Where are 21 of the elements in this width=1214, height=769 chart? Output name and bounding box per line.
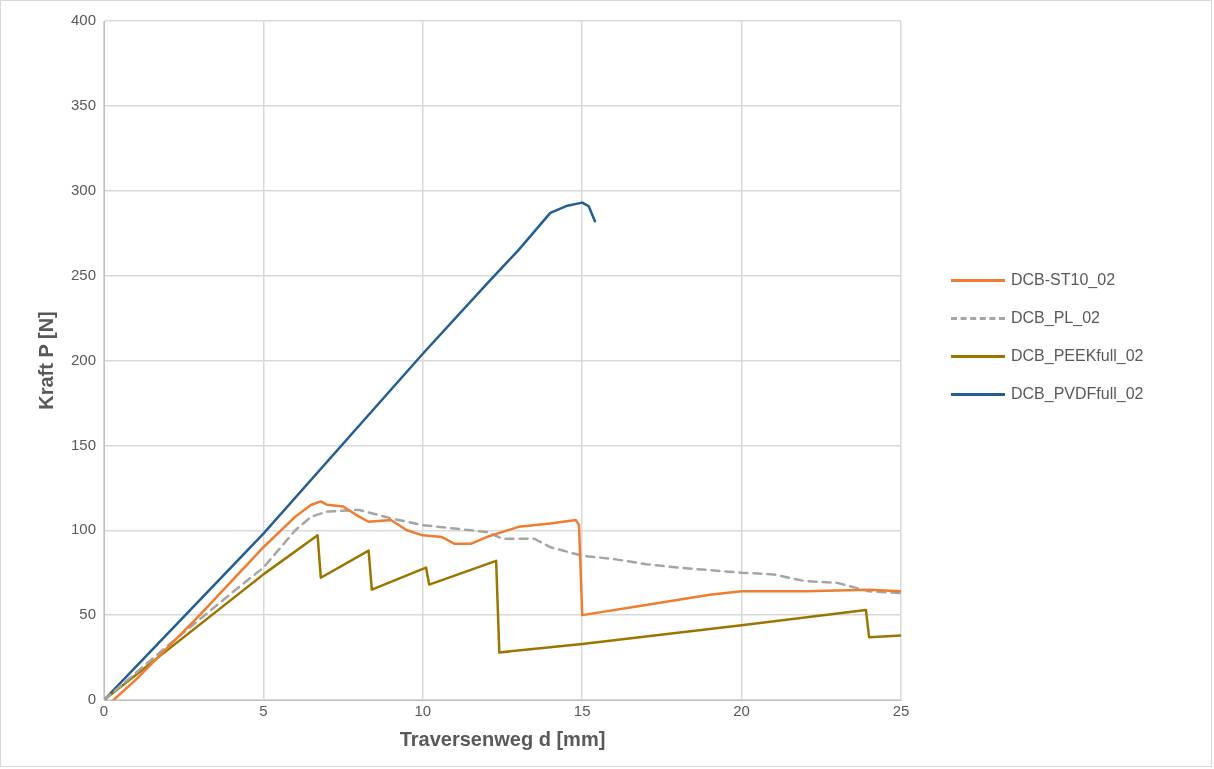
y-tick-label: 350 xyxy=(71,96,97,114)
x-tick-label: 20 xyxy=(733,702,750,720)
y-tick-label: 150 xyxy=(71,435,97,453)
y-tick-label: 400 xyxy=(71,11,97,29)
legend-label: DCB_PL_02 xyxy=(1011,309,1100,327)
legend-label: DCB-ST10_02 xyxy=(1011,271,1116,289)
y-tick-label: 100 xyxy=(71,520,97,538)
legend-label: DCB_PVDFfull_02 xyxy=(1011,385,1144,403)
y-tick-label: 250 xyxy=(71,265,97,283)
y-tick-label: 300 xyxy=(71,180,97,198)
x-axis-title: Traversenweg d [mm] xyxy=(399,727,606,750)
x-tick-label: 15 xyxy=(573,702,591,720)
y-axis-title: Kraft P [N] xyxy=(34,311,57,410)
y-tick-label: 200 xyxy=(71,350,97,368)
x-tick-label: 10 xyxy=(414,702,432,720)
x-tick-label: 5 xyxy=(259,702,268,720)
x-tick-label: 25 xyxy=(892,702,910,720)
y-tick-label: 50 xyxy=(79,605,97,623)
x-tick-label: 0 xyxy=(99,702,109,720)
legend-label: DCB_PEEKfull_02 xyxy=(1011,347,1144,365)
y-tick-label: 0 xyxy=(87,690,97,708)
